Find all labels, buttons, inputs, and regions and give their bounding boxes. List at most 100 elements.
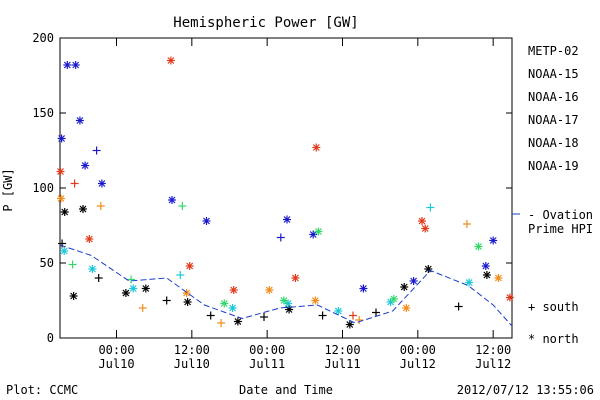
north-point [69, 292, 78, 300]
x-tick-label-date: Jul10 [98, 357, 134, 371]
south-point [355, 316, 364, 324]
south-point [176, 271, 185, 279]
south-point [92, 146, 101, 155]
marker-stroke [168, 196, 176, 204]
legend-item-noaa-18: NOAA-18 [528, 136, 579, 150]
marker-stroke [57, 195, 65, 202]
x-tick-label-time: 12:00 [475, 343, 511, 357]
marker-stroke [58, 135, 66, 142]
north-point [409, 277, 418, 285]
legend-north: * north [528, 332, 579, 346]
north-point [233, 317, 242, 326]
marker-stroke [57, 168, 64, 175]
north-point [291, 274, 300, 282]
marker-stroke [129, 285, 137, 292]
marker-stroke [60, 247, 68, 255]
north-point [314, 227, 323, 236]
marker-stroke [334, 307, 342, 315]
south-point [454, 302, 463, 311]
marker-stroke [312, 144, 320, 151]
marker-stroke [400, 283, 408, 291]
north-point [389, 295, 398, 303]
marker-stroke [483, 271, 491, 279]
north-point [283, 215, 291, 224]
north-point [85, 235, 94, 243]
north-point [505, 293, 514, 302]
marker-stroke [61, 208, 69, 216]
y-tick-label: 50 [40, 256, 54, 270]
south-point [349, 311, 357, 320]
marker-stroke [418, 217, 426, 225]
north-point [418, 217, 426, 225]
north-point [81, 161, 90, 170]
series-ovation-prime-hpi [59, 244, 513, 327]
data-series [56, 56, 514, 329]
north-point [284, 299, 293, 308]
x-tick-label-date: Jul10 [174, 357, 210, 371]
series-noaa-17 [68, 202, 483, 308]
x-tick-label-time: 12:00 [174, 343, 210, 357]
marker-stroke [311, 297, 319, 304]
north-point [97, 179, 106, 188]
marker-stroke [410, 277, 418, 285]
y-tick-label: 150 [32, 106, 54, 120]
marker-stroke [314, 228, 322, 235]
legend-item-noaa-16: NOAA-16 [528, 90, 579, 104]
x-tick-label-date: Jul12 [475, 357, 511, 371]
south-point [217, 319, 226, 327]
series-metp-02 [58, 205, 491, 329]
marker-stroke [390, 295, 398, 303]
legend: METP-02 NOAA-15 NOAA-16 NOAA-17 NOAA-18 … [512, 44, 593, 346]
north-point [185, 262, 194, 270]
north-point [345, 320, 354, 329]
north-point [482, 271, 491, 279]
north-point [481, 262, 490, 270]
north-point [312, 143, 321, 152]
marker-stroke [184, 298, 192, 306]
series-noaa-15 [57, 61, 498, 293]
marker-stroke [424, 265, 432, 273]
marker-stroke [70, 292, 78, 300]
marker-stroke [489, 237, 497, 244]
legend-item-ovation: - Ovation [528, 208, 593, 222]
north-point [400, 283, 409, 291]
marker-stroke [81, 162, 89, 169]
x-tick-label-date: Jul11 [249, 357, 285, 371]
north-point [71, 61, 80, 69]
south-point [260, 313, 268, 321]
north-point [88, 265, 97, 273]
south-point [70, 179, 79, 188]
marker-stroke [265, 286, 273, 294]
north-point [141, 284, 150, 293]
south-point [463, 220, 471, 228]
legend-south: + south [528, 300, 579, 314]
north-point [63, 61, 72, 69]
north-point [229, 286, 238, 294]
north-point [265, 286, 274, 294]
marker-stroke [167, 57, 175, 64]
marker-stroke [494, 274, 502, 282]
x-axis: 00:00Jul1012:00Jul1000:00Jul1112:00Jul11… [98, 38, 511, 371]
north-point [166, 56, 175, 65]
north-point [79, 205, 87, 213]
marker-stroke [122, 289, 130, 297]
x-tick-label-date: Jul12 [400, 357, 436, 371]
marker-stroke [309, 231, 317, 238]
marker-stroke [402, 304, 410, 312]
marker-stroke [359, 285, 367, 292]
legend-item-noaa-15: NOAA-15 [528, 67, 579, 81]
marker-stroke [203, 217, 210, 225]
marker-stroke [234, 318, 242, 325]
marker-stroke [229, 304, 237, 312]
marker-stroke [475, 243, 482, 250]
north-point [489, 236, 498, 245]
marker-stroke [506, 294, 514, 301]
north-point [202, 217, 211, 225]
south-point [68, 260, 77, 269]
north-point [228, 304, 237, 312]
north-point [121, 289, 130, 297]
south-point [318, 311, 327, 320]
legend-item-ovation-2: Prime HPI [528, 222, 593, 236]
marker-stroke [291, 274, 299, 282]
